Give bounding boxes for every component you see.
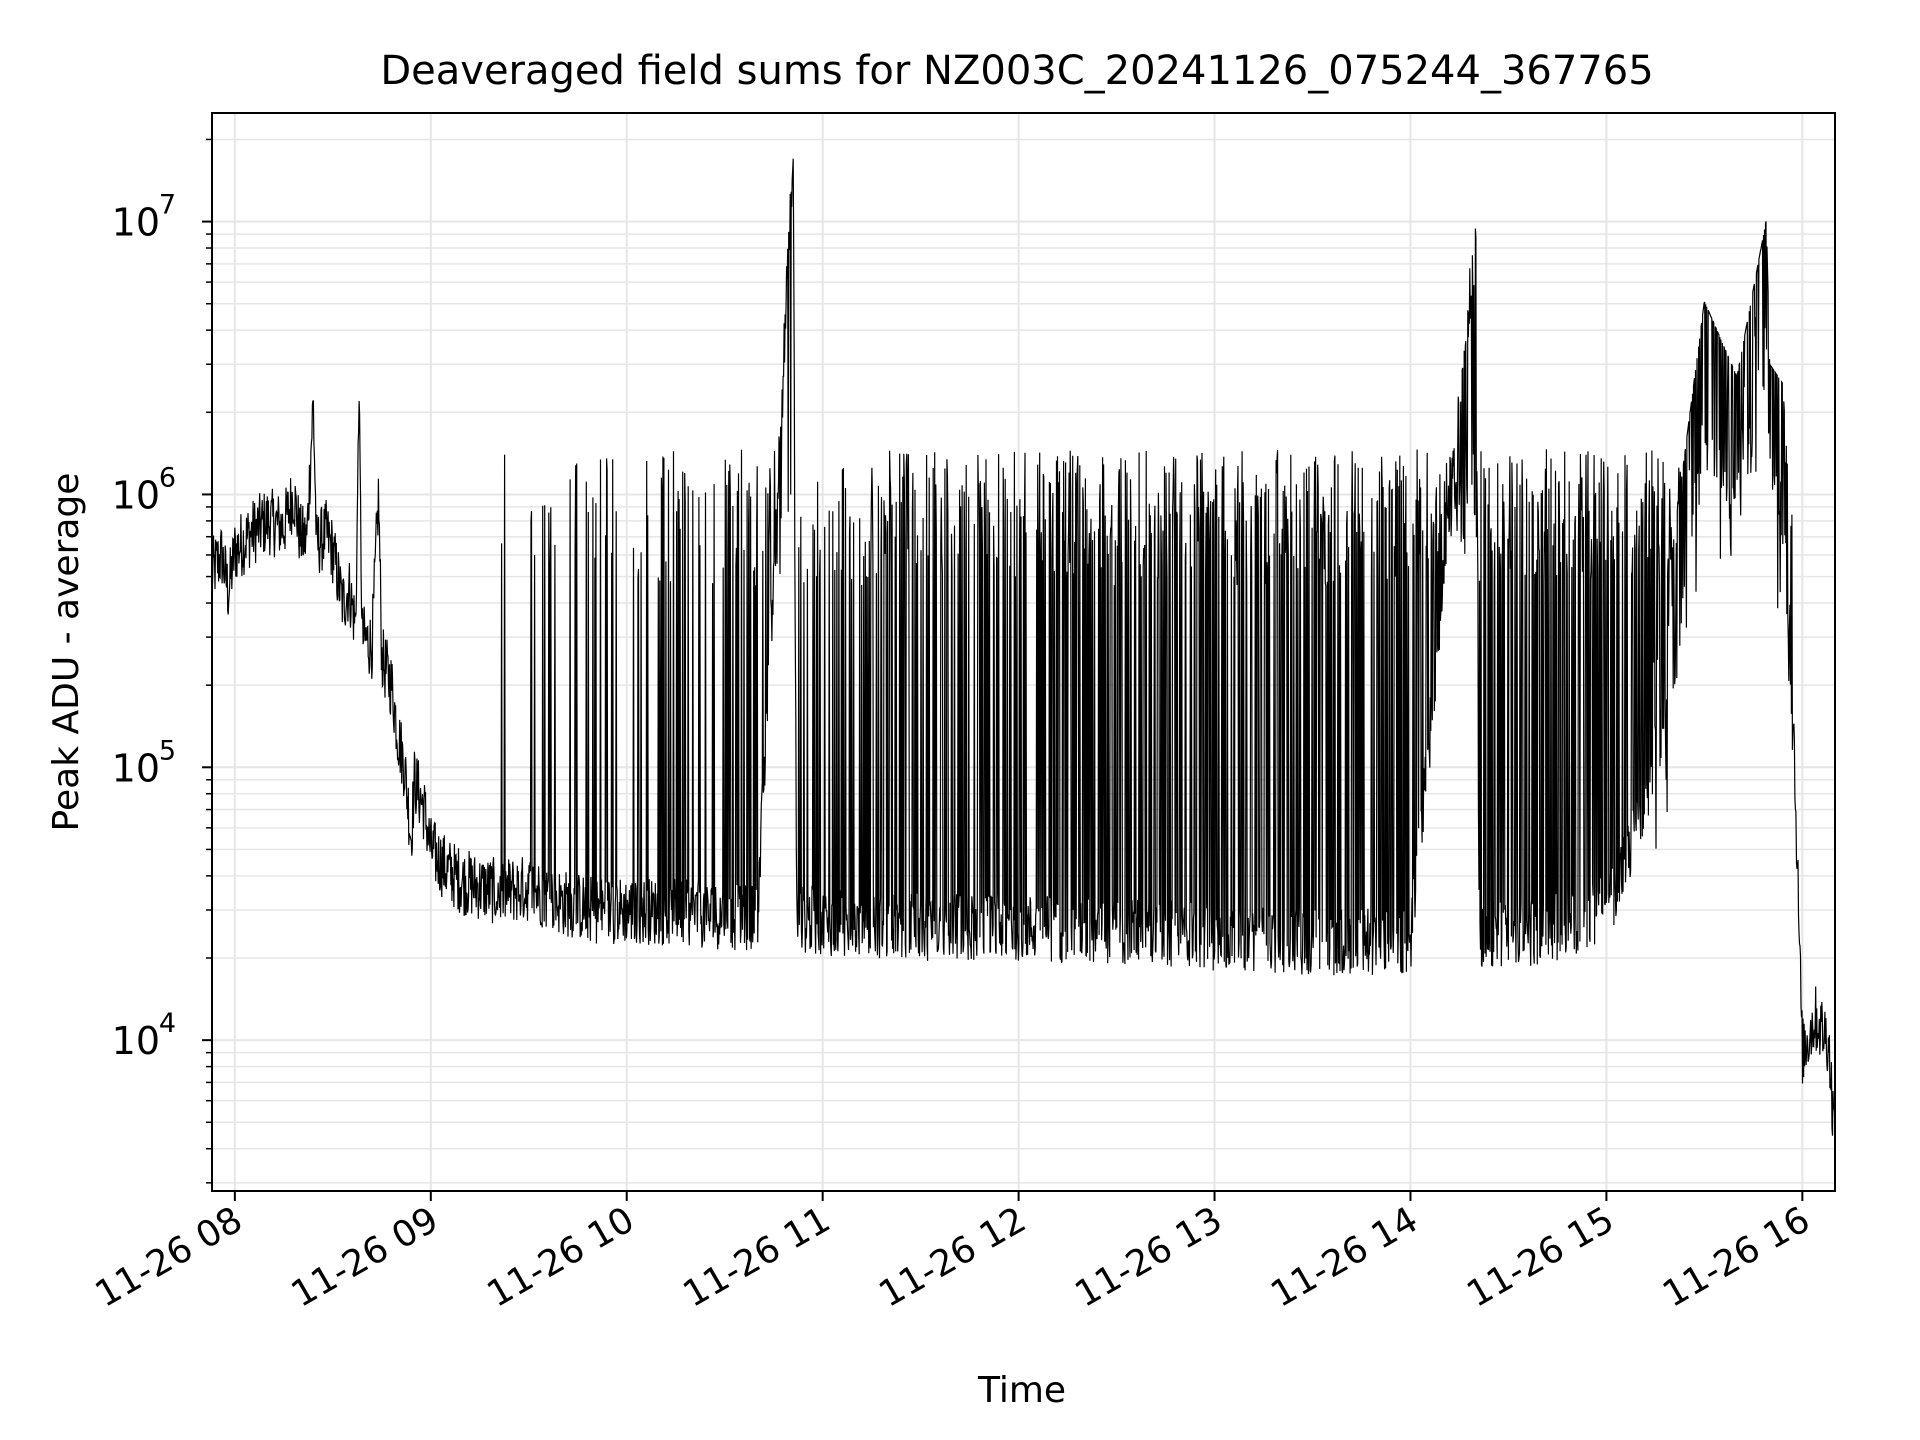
y-tick-exponent: 6: [159, 462, 176, 493]
y-tick-label: 10: [112, 473, 160, 517]
y-tick-label: 10: [112, 201, 160, 245]
y-tick-base: 10: [112, 201, 160, 245]
x-axis-label: Time: [977, 1370, 1066, 1411]
y-tick-exponent: 4: [159, 1008, 176, 1039]
y-tick-base: 10: [112, 746, 160, 790]
chart-title: Deaveraged field sums for NZ003C_2024112…: [380, 48, 1653, 94]
y-tick-base: 10: [112, 1019, 160, 1063]
y-tick-label: 10: [112, 746, 160, 790]
y-tick-exponent: 5: [159, 735, 176, 766]
series-trace: [211, 158, 1836, 1140]
y-tick-label: 10: [112, 1019, 160, 1063]
y-tick-base: 10: [112, 473, 160, 517]
y-tick-exponent: 7: [159, 190, 176, 221]
series-line: [211, 158, 1836, 1140]
plot-frame: [211, 112, 1836, 1192]
y-axis-label: Peak ADU - average: [46, 473, 87, 832]
